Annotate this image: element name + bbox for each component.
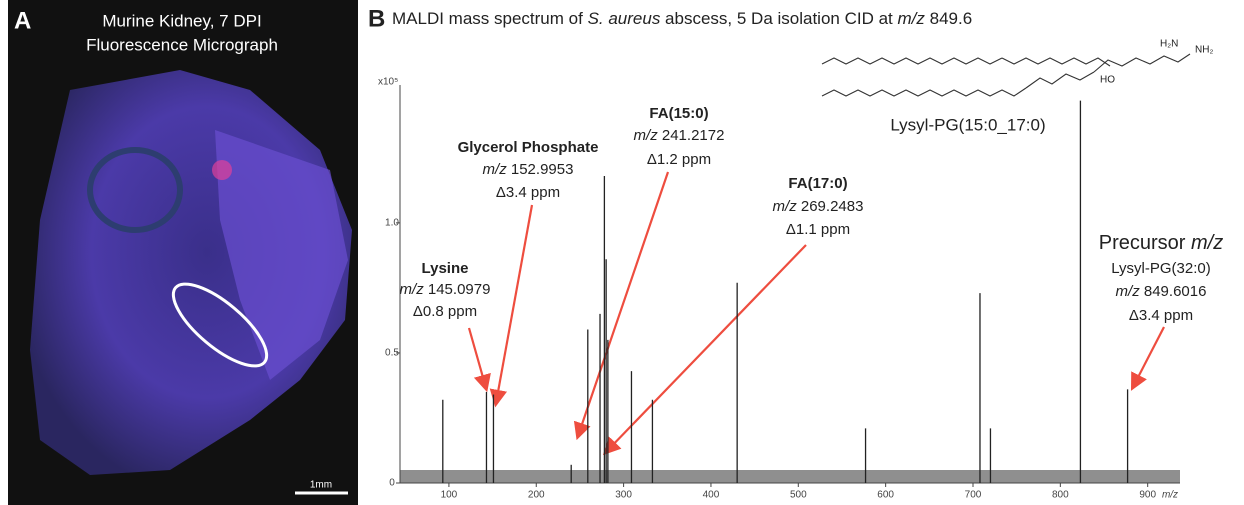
tissue-cortex <box>215 130 348 380</box>
annotation-mz: m/z 145.0979 <box>400 281 491 298</box>
chem-bond <box>1093 53 1191 73</box>
x-tick-label: 900 <box>1139 490 1156 501</box>
panel-title: Fluorescence Micrograph <box>86 35 278 54</box>
x-tick-label: 300 <box>615 490 632 501</box>
x-tick-label: 500 <box>790 490 807 501</box>
abscess-outline <box>171 282 269 368</box>
annotation-name: FA(15:0) <box>649 105 708 122</box>
annotation-mz: m/z 241.2172 <box>634 127 725 144</box>
annotation-delta: Δ3.4 ppm <box>1129 307 1193 324</box>
panel-title: Murine Kidney, 7 DPI <box>102 11 261 30</box>
panel-letter: B <box>368 5 385 32</box>
annotation-name: Precursor m/z <box>1099 232 1223 254</box>
mz-value: 241.2172 <box>662 127 725 144</box>
annotation-delta: Δ0.8 ppm <box>413 303 477 320</box>
x-tick-label: 800 <box>1052 490 1069 501</box>
chem-bond <box>821 57 1003 65</box>
tissue-structure <box>87 147 183 233</box>
chem-bond <box>821 87 1027 97</box>
annotation-name: Glycerol Phosphate <box>458 139 599 156</box>
arrows <box>467 171 1165 456</box>
atom-label: NH₂ <box>1195 45 1213 56</box>
panel-letter: A <box>14 7 31 34</box>
annotation-name: Lysyl-PG(32:0) <box>1111 260 1210 277</box>
y-tick-label: 0 <box>389 478 395 489</box>
title-part: S. aureus <box>588 9 661 28</box>
annotation-mz: m/z 849.6016 <box>1116 283 1207 300</box>
mz-value: 152.9953 <box>511 161 574 178</box>
title-part: m/z <box>898 9 926 28</box>
arrow <box>573 171 670 441</box>
y-tick-label: 1.0 <box>385 218 399 229</box>
y-tick-label: 0.5 <box>385 348 399 359</box>
x-tick-label: 100 <box>441 490 458 501</box>
mz-label: m/z <box>1116 283 1141 300</box>
arrow <box>602 244 807 456</box>
title-part: abscess, 5 Da isolation CID at <box>660 9 897 28</box>
chart-title: MALDI mass spectrum of S. aureus abscess… <box>392 9 972 28</box>
x-axis-label: m/z <box>1162 490 1178 501</box>
title-part: 849.6 <box>925 9 972 28</box>
x-tick-label: 600 <box>877 490 894 501</box>
mz-value: 849.6016 <box>1144 283 1207 300</box>
plot-area: 100 200 300 400 500 600 700 800 900 0 0.5 1.0 <box>385 100 1156 501</box>
precursor-label: Precursor <box>1099 232 1186 254</box>
annotation-mz: m/z 152.9953 <box>483 161 574 178</box>
fluorescence-spot <box>212 160 232 180</box>
mz-label: m/z <box>773 198 798 215</box>
mz-label: m/z <box>400 281 425 298</box>
x-tick-label: 200 <box>528 490 545 501</box>
precursor-label: m/z <box>1191 232 1223 254</box>
title-part: MALDI mass spectrum of <box>392 9 588 28</box>
arrow <box>489 204 534 408</box>
arrow <box>1130 326 1165 391</box>
atom-label: HO <box>1100 75 1115 86</box>
annotation-name: Lysine <box>422 260 469 277</box>
annotation-delta: Δ3.4 ppm <box>496 184 560 201</box>
annotation-name: FA(17:0) <box>788 175 847 192</box>
structure-label: Lysyl-PG(15:0_17:0) <box>890 115 1045 134</box>
chem-bond <box>1001 57 1111 67</box>
scale-bar-label: 1mm <box>310 480 332 491</box>
chem-bond <box>1025 71 1095 89</box>
mz-value: 269.2483 <box>801 198 864 215</box>
chemical-structure <box>821 53 1191 97</box>
mz-label: m/z <box>483 161 508 178</box>
y-axis-label: x10⁵ <box>378 77 398 88</box>
annotation-delta: Δ1.1 ppm <box>786 221 850 238</box>
baseline-noise <box>400 470 1180 483</box>
annotation-delta: Δ1.2 ppm <box>647 151 711 168</box>
arrow <box>467 327 491 393</box>
mz-label: m/z <box>634 127 659 144</box>
atom-label: H₂N <box>1160 39 1178 50</box>
mz-value: 145.0979 <box>428 281 491 298</box>
x-tick-label: 700 <box>965 490 982 501</box>
annotation-mz: m/z 269.2483 <box>773 198 864 215</box>
x-tick-label: 400 <box>703 490 720 501</box>
